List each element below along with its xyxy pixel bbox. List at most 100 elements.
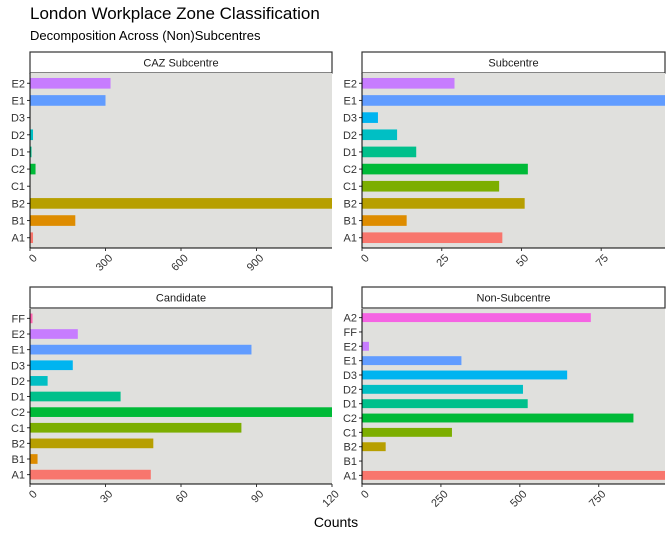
y-tick-label: E2	[344, 78, 357, 90]
bar-C2	[362, 163, 528, 175]
y-tick-label: B2	[344, 442, 357, 454]
y-tick-label: C1	[11, 181, 25, 193]
y-tick-label: E1	[344, 95, 357, 107]
bar-C2	[30, 407, 332, 417]
y-tick-label: B1	[12, 454, 25, 466]
bar-E2	[362, 341, 369, 351]
facet-strip-label: Non-Subcentre	[477, 293, 551, 305]
y-tick-label: D2	[343, 384, 357, 396]
x-axis-label: Counts	[313, 514, 359, 530]
x-tick-label: 0	[27, 488, 40, 501]
x-tick-label: 75	[594, 252, 611, 269]
y-tick-label: B2	[344, 198, 357, 210]
bar-E1	[362, 356, 462, 366]
bar-A1	[362, 232, 503, 244]
y-tick-label: D2	[343, 130, 357, 142]
y-tick-label: D2	[11, 376, 25, 388]
bar-B2	[30, 438, 154, 449]
x-tick-label: 0	[27, 252, 40, 265]
bar-A1	[30, 232, 34, 244]
bar-D3	[30, 360, 73, 371]
y-tick-label: B2	[12, 198, 25, 210]
y-tick-label: C2	[343, 164, 357, 176]
y-tick-label: C1	[11, 423, 25, 435]
facet-strip-label: Subcentre	[488, 58, 538, 70]
bar-A1	[30, 469, 151, 480]
x-tick-label: 900	[245, 252, 266, 273]
bar-B1	[30, 454, 38, 464]
bar-C1	[362, 427, 452, 437]
bar-D3	[362, 112, 378, 123]
y-tick-label: C2	[343, 413, 357, 425]
bar-B2	[362, 198, 525, 209]
bar-B2	[30, 198, 332, 209]
y-tick-label: B2	[12, 438, 25, 450]
bar-E2	[30, 329, 78, 339]
bar-D1	[30, 391, 121, 402]
y-tick-label: C2	[11, 164, 25, 176]
bar-E2	[30, 77, 111, 89]
y-tick-label: D3	[343, 370, 357, 382]
y-tick-label: D3	[343, 113, 357, 125]
x-tick-label: 120	[320, 488, 341, 509]
bar-E1	[30, 344, 252, 355]
facet-strip	[361, 286, 666, 309]
y-tick-label: D1	[343, 147, 357, 159]
y-tick-label: E2	[344, 341, 357, 353]
y-tick-label: B1	[344, 216, 357, 228]
y-tick-label: A1	[344, 233, 357, 245]
y-tick-label: A1	[344, 470, 357, 482]
y-tick-label: FF	[12, 313, 26, 325]
facet-strip	[29, 286, 333, 309]
x-tick-label: 90	[249, 488, 266, 505]
x-tick-label: 600	[169, 252, 190, 273]
y-tick-label: A1	[12, 233, 25, 245]
y-tick-label: A2	[344, 313, 357, 325]
x-tick-label: 500	[508, 488, 529, 509]
facet-strip-label: Candidate	[156, 293, 206, 305]
y-tick-label: E1	[12, 345, 25, 357]
y-tick-label: C1	[343, 427, 357, 439]
bar-D3	[362, 370, 568, 380]
bar-A1	[362, 470, 665, 480]
y-tick-label: D3	[11, 360, 25, 372]
chart-title: London Workplace Zone Classification	[30, 4, 320, 23]
chart-subtitle: Decomposition Across (Non)Subcentres	[30, 28, 261, 43]
bar-B2	[362, 442, 386, 452]
bar-E1	[362, 95, 665, 106]
y-tick-label: A1	[12, 470, 25, 482]
x-tick-label: 0	[359, 252, 372, 265]
y-tick-label: E1	[12, 95, 25, 107]
x-tick-label: 750	[587, 488, 608, 509]
bar-C2	[362, 413, 634, 423]
x-tick-label: 30	[98, 488, 115, 505]
y-tick-label: E1	[344, 356, 357, 368]
x-tick-label: 50	[514, 252, 531, 269]
y-tick-label: E2	[12, 329, 25, 341]
panel-background	[362, 309, 665, 484]
facet-strip-label: CAZ Subcentre	[143, 58, 218, 70]
y-tick-label: D1	[343, 399, 357, 411]
bar-C1	[362, 180, 500, 192]
bar-D1	[362, 399, 528, 409]
y-tick-label: D2	[11, 130, 25, 142]
bar-C2	[30, 163, 36, 175]
y-tick-label: C2	[11, 407, 25, 419]
y-tick-label: C1	[343, 181, 357, 193]
y-tick-label: D3	[11, 113, 25, 125]
bar-A2	[362, 313, 591, 323]
bar-B1	[362, 215, 407, 226]
x-tick-label: 300	[94, 252, 115, 273]
y-tick-label: B1	[344, 456, 357, 468]
bar-E2	[362, 77, 455, 89]
bar-E1	[30, 95, 106, 106]
bar-D2	[30, 376, 48, 386]
bar-D2	[362, 384, 523, 394]
y-tick-label: D1	[11, 147, 25, 159]
x-tick-label: 0	[359, 488, 372, 501]
bar-D1	[362, 146, 417, 158]
x-tick-label: 60	[174, 488, 191, 505]
y-tick-label: FF	[344, 327, 358, 339]
y-tick-label: D1	[11, 392, 25, 404]
